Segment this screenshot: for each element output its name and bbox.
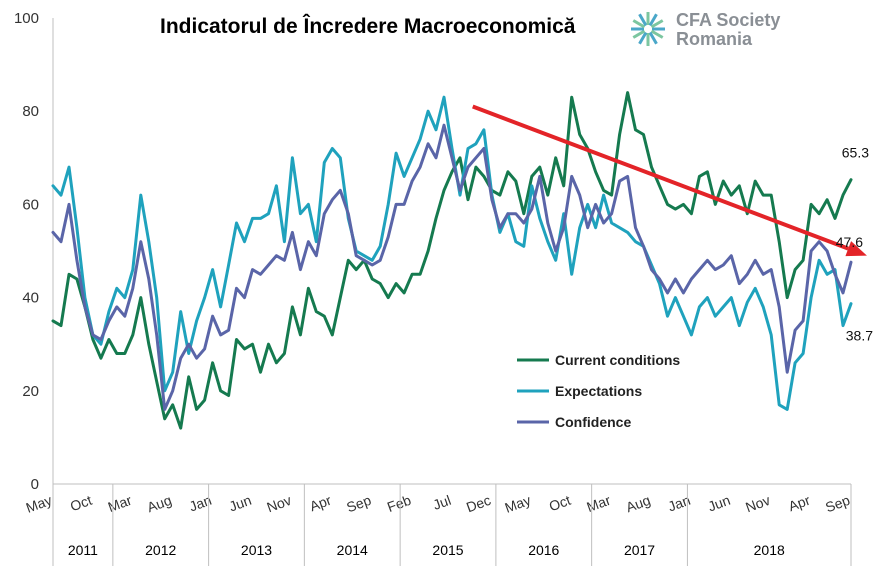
logo-ray: [632, 29, 646, 39]
trend-arrow: [472, 104, 867, 257]
x-tick-label: Oct: [547, 492, 573, 515]
year-label: 2017: [624, 542, 655, 558]
y-tick-label: 100: [14, 10, 39, 27]
legend-entry: Expectations: [555, 383, 642, 399]
year-label: 2013: [241, 542, 272, 558]
series-line-current-conditions: [51, 91, 853, 430]
x-tick-label: Sep: [823, 492, 852, 516]
x-tick-label: Aug: [145, 492, 174, 516]
x-axis: May Oct Mar Aug Jan Jun Nov Apr Sep Feb Jul Dec May O…: [24, 483, 852, 566]
x-tick-label: Aug: [624, 492, 653, 516]
series-line-confidence: [51, 123, 853, 411]
logo-ray: [638, 31, 648, 45]
x-tick-label: May: [24, 492, 54, 516]
x-tick-label: Nov: [743, 492, 772, 516]
year-label: 2012: [145, 542, 176, 558]
logo-text-line2: Romania: [676, 29, 753, 49]
cfa-society-logo: CFA Society Romania: [631, 10, 780, 49]
series-line-expectations: [51, 95, 853, 411]
logo-ray: [632, 19, 646, 29]
logo-ray: [638, 13, 648, 27]
logo-ray: [648, 13, 658, 27]
x-tick-label: Jan: [666, 492, 693, 515]
end-value-label: 38.7: [846, 328, 873, 344]
y-tick-label: 20: [22, 383, 39, 400]
y-tick-label: 60: [22, 196, 39, 213]
x-tick-label: Jun: [227, 492, 254, 515]
series-lines: [51, 91, 853, 430]
x-tick-label: Mar: [584, 492, 612, 515]
chart-title: Indicatorul de Încredere Macroeconomică: [160, 14, 576, 38]
legend-entry: Confidence: [555, 414, 631, 430]
year-label: 2014: [337, 542, 368, 558]
end-value-label: 47.6: [836, 234, 863, 250]
year-label: 2016: [528, 542, 559, 558]
legend-entry: Current conditions: [555, 352, 680, 368]
x-tick-label: Feb: [385, 492, 413, 515]
x-tick-label: Oct: [68, 492, 94, 515]
y-tick-label: 0: [31, 476, 39, 493]
cfa-society-logo-icon: [631, 12, 665, 46]
logo-text-line1: CFA Society: [676, 10, 780, 30]
x-tick-label: Dec: [464, 492, 493, 516]
x-tick-label: Jun: [706, 492, 733, 515]
y-tick-label: 40: [22, 290, 39, 307]
x-tick-label: Jul: [431, 492, 453, 513]
x-tick-label: Apr: [307, 492, 333, 515]
logo-ray: [650, 19, 664, 29]
year-label: 2018: [754, 542, 785, 558]
x-tick-label: Nov: [265, 492, 294, 516]
logo-ray: [650, 29, 664, 39]
x-tick-label: Sep: [344, 492, 373, 516]
trend-arrow-line: [472, 104, 849, 251]
logo-ray: [648, 31, 658, 45]
x-tick-label: Apr: [786, 492, 812, 515]
x-tick-label: Mar: [106, 492, 134, 515]
end-labels: 65.3 47.6 38.7: [836, 145, 873, 344]
x-tick-label: May: [502, 492, 532, 516]
y-axis: 0 20 40 60 80 100: [14, 10, 54, 493]
end-value-label: 65.3: [842, 145, 869, 161]
y-tick-label: 80: [22, 103, 39, 120]
year-label: 2015: [432, 542, 463, 558]
legend: Current conditions Expectations Confidence: [517, 352, 680, 430]
trend-arrow-head: [845, 241, 867, 257]
year-label: 2011: [68, 542, 98, 558]
x-tick-label: Jan: [187, 492, 214, 515]
